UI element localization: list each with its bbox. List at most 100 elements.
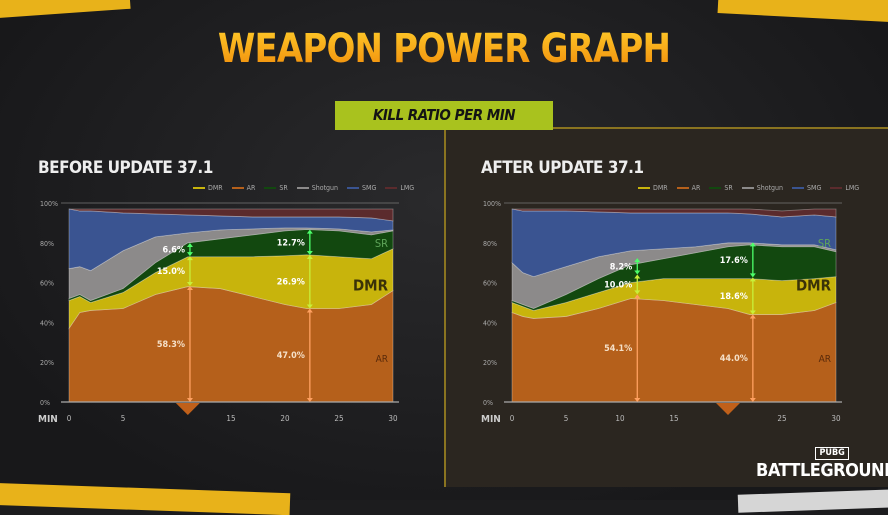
dmr-arrowhead-up [186, 256, 193, 261]
x-tick-label: 25 [334, 414, 343, 423]
ar-arrowhead-up [634, 294, 641, 299]
legend-swatch [676, 187, 689, 189]
sr-arrowhead-down [186, 252, 193, 257]
sr-arrowhead-down [306, 250, 313, 255]
dmr-arrowhead-up [306, 254, 313, 259]
before-legend: DMR AR SR Shotgun SMG LMG [193, 184, 414, 192]
annotation-sr-value: 8.2% [610, 262, 632, 272]
legend-swatch [385, 187, 398, 189]
area-label-dmr: DMR [796, 277, 832, 295]
x-tick-label: 0 [67, 414, 72, 423]
dmr-arrowhead-down [306, 304, 313, 309]
logo-pubg: PUBG [815, 447, 849, 460]
annotation-dmr-value: 15.0% [157, 267, 185, 277]
sr-arrowhead-up [306, 229, 313, 234]
ar-arrowhead-down [186, 398, 193, 402]
area-lmg [511, 208, 837, 218]
x-axis-label: MIN [481, 414, 501, 425]
y-tick-label: 0% [483, 399, 493, 407]
x-tick-label: 10 [615, 414, 625, 423]
y-tick-label: 40% [483, 319, 497, 327]
after-chart-title: AFTER UPDATE 37.1 [481, 158, 644, 178]
legend-item-ar: AR [676, 184, 701, 192]
dmr-arrowhead-down [749, 310, 756, 315]
sr-arrowhead-up [186, 242, 193, 247]
y-tick-label: 0% [40, 399, 50, 407]
x-tick-label: 30 [388, 414, 398, 423]
y-tick-label: 100% [483, 200, 501, 208]
legend-label: SR [279, 184, 288, 192]
legend-label: Shotgun [756, 184, 784, 192]
annotation-ar-value: 58.3% [157, 340, 185, 350]
legend-swatch [830, 187, 843, 189]
legend-item-smg: SMG [792, 184, 821, 192]
legend-label: SMG [362, 184, 377, 192]
legend-item-sr: SR [709, 184, 733, 192]
legend-swatch [296, 187, 309, 189]
legend-item-dmr: DMR [638, 184, 668, 192]
pubg-logo: PUBG BATTLEGROUNDS [756, 440, 888, 482]
dmr-arrowhead-down [634, 290, 641, 295]
legend-label: AR [246, 184, 256, 192]
x-axis-label: MIN [38, 414, 58, 425]
logo-battlegrounds: BATTLEGROUNDS [756, 460, 888, 481]
y-tick-label: 60% [483, 280, 497, 288]
legend-item-shotgun: Shotgun [741, 184, 784, 192]
annotation-sr-value: 12.7% [277, 238, 305, 248]
area-sr [68, 229, 394, 303]
legend-swatch [347, 187, 360, 189]
sr-arrowhead-down [749, 273, 756, 278]
x-tick-label: 25 [777, 414, 786, 423]
y-tick-label: 60% [40, 280, 54, 288]
legend-label: SR [724, 184, 733, 192]
y-tick-label: 80% [483, 240, 497, 248]
legend-label: LMG [400, 184, 415, 192]
dmr-arrowhead-down [186, 281, 193, 286]
legend-label: Shotgun [311, 184, 339, 192]
annotation-dmr-value: 26.9% [277, 278, 305, 288]
legend-item-ar: AR [231, 184, 256, 192]
sr-arrowhead-down [634, 270, 641, 275]
legend-swatch [709, 187, 722, 189]
legend-swatch [231, 187, 244, 189]
y-tick-label: 80% [40, 240, 54, 248]
x-tick-label: 30 [831, 414, 841, 423]
legend-item-lmg: LMG [830, 184, 859, 192]
y-tick-label: 40% [40, 319, 54, 327]
after-chart: 0% 20% 40% 60% 80% 100% 0 5 10 15 25 30 MIN SR DMR AR 54… [481, 200, 842, 425]
time-marker-triangle [175, 403, 200, 415]
area-lmg [68, 208, 394, 222]
annotation-ar-value: 54.1% [604, 344, 632, 354]
ar-arrowhead-down [749, 398, 756, 402]
ar-arrowhead-down [634, 398, 641, 402]
area-label-sr: SR [375, 237, 388, 250]
legend-swatch [638, 187, 650, 189]
x-tick-label: 5 [121, 414, 126, 423]
legend-label: AR [691, 184, 701, 192]
y-tick-label: 100% [40, 200, 58, 208]
legend-label: DMR [653, 184, 668, 192]
legend-item-smg: SMG [347, 184, 376, 192]
legend-swatch [264, 187, 277, 189]
annotation-sr-value: 17.6% [720, 256, 748, 266]
page-subtitle: KILL RATIO PER MIN [335, 101, 553, 130]
x-tick-label: 15 [226, 414, 235, 423]
legend-swatch [741, 187, 754, 189]
before-chart-title: BEFORE UPDATE 37.1 [38, 158, 213, 178]
legend-label: LMG [845, 184, 860, 192]
ar-arrowhead-up [749, 314, 756, 319]
legend-item-lmg: LMG [385, 184, 414, 192]
y-tick-label: 20% [483, 359, 497, 367]
annotation-ar-value: 44.0% [720, 354, 748, 364]
area-label-ar: AR [376, 354, 388, 365]
annotation-dmr-value: 10.0% [604, 280, 632, 290]
dmr-arrowhead-up [749, 277, 756, 282]
annotation-ar-value: 47.0% [277, 351, 305, 361]
legend-item-dmr: DMR [193, 184, 223, 192]
x-tick-label: 0 [510, 414, 515, 423]
area-label-dmr: DMR [353, 277, 389, 295]
annotation-dmr-value: 18.6% [720, 292, 748, 302]
sr-arrowhead-up [634, 258, 641, 263]
legend-item-shotgun: Shotgun [296, 184, 339, 192]
legend-item-sr: SR [264, 184, 288, 192]
